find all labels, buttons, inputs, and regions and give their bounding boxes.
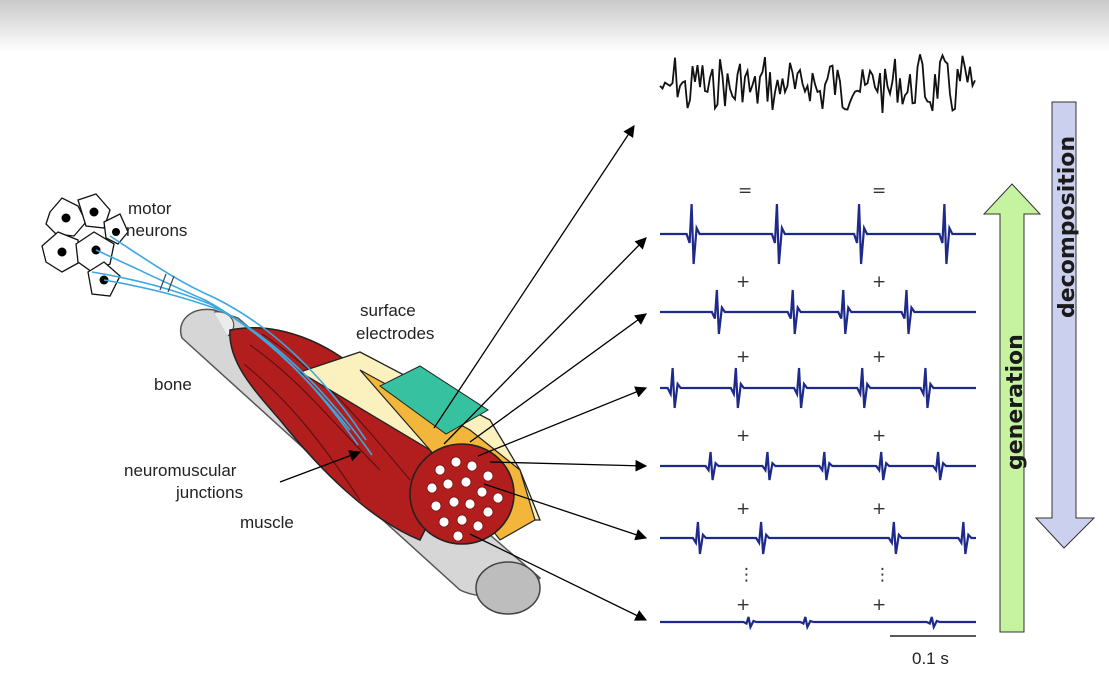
signal-arrows [433, 125, 648, 621]
motor-unit-train [660, 367, 976, 409]
motor-neurons-cluster [41, 193, 129, 297]
axon-break-mark [159, 273, 175, 293]
generation-label: generation [1003, 334, 1028, 470]
junctions-pointer-arrow [279, 450, 362, 483]
motor-unit-trains [660, 203, 976, 631]
bone-label: bone [154, 375, 192, 394]
plus-sign: + [872, 347, 886, 367]
plus-sign: + [872, 426, 886, 446]
tissue-layers [298, 351, 541, 545]
electrode-grid [379, 365, 489, 435]
neuron-nuclei [57, 207, 120, 285]
plus-sign: + [872, 272, 886, 292]
muscle-label: muscle [240, 513, 294, 532]
plus-sign: + [736, 595, 750, 615]
plus-sign: + [736, 347, 750, 367]
plus-sign: + [872, 595, 886, 615]
plus-sign: + [736, 426, 750, 446]
decomposition-arrow: decomposition [1034, 101, 1096, 549]
neuromuscular-junctions-label: neuromuscular [124, 461, 237, 480]
surface-electrodes-label: surface [360, 301, 416, 320]
top-gradient-band [0, 0, 1109, 52]
plus-sign: + [736, 272, 750, 292]
plus-sign: + [736, 499, 750, 519]
ellipsis: ⋮ [874, 565, 891, 585]
generation-arrow: generation [982, 183, 1042, 633]
motor-unit-train [660, 451, 976, 481]
motor-unit-train [660, 203, 976, 265]
motor-unit-train [660, 616, 976, 631]
motor-neurons-label: neurons [126, 221, 187, 240]
ellipsis: ⋮ [738, 565, 755, 585]
motor-axons [91, 235, 373, 456]
plus-sign: + [872, 499, 886, 519]
motor-unit-train [660, 289, 976, 335]
decomposition-label: decomposition [1055, 136, 1080, 318]
emg-signal [659, 53, 976, 113]
neuromuscular-junctions-label: junctions [175, 483, 243, 502]
motor-neurons-label: motor [128, 199, 172, 218]
motor-unit-train [660, 521, 976, 555]
equals-sign: = [872, 181, 886, 201]
operators: = = + + + + + + + + ⋮ ⋮ + + [736, 181, 891, 615]
equals-sign: = [738, 181, 752, 201]
scale-bar-label: 0.1 s [912, 649, 949, 668]
surface-electrodes-label: electrodes [356, 324, 434, 343]
